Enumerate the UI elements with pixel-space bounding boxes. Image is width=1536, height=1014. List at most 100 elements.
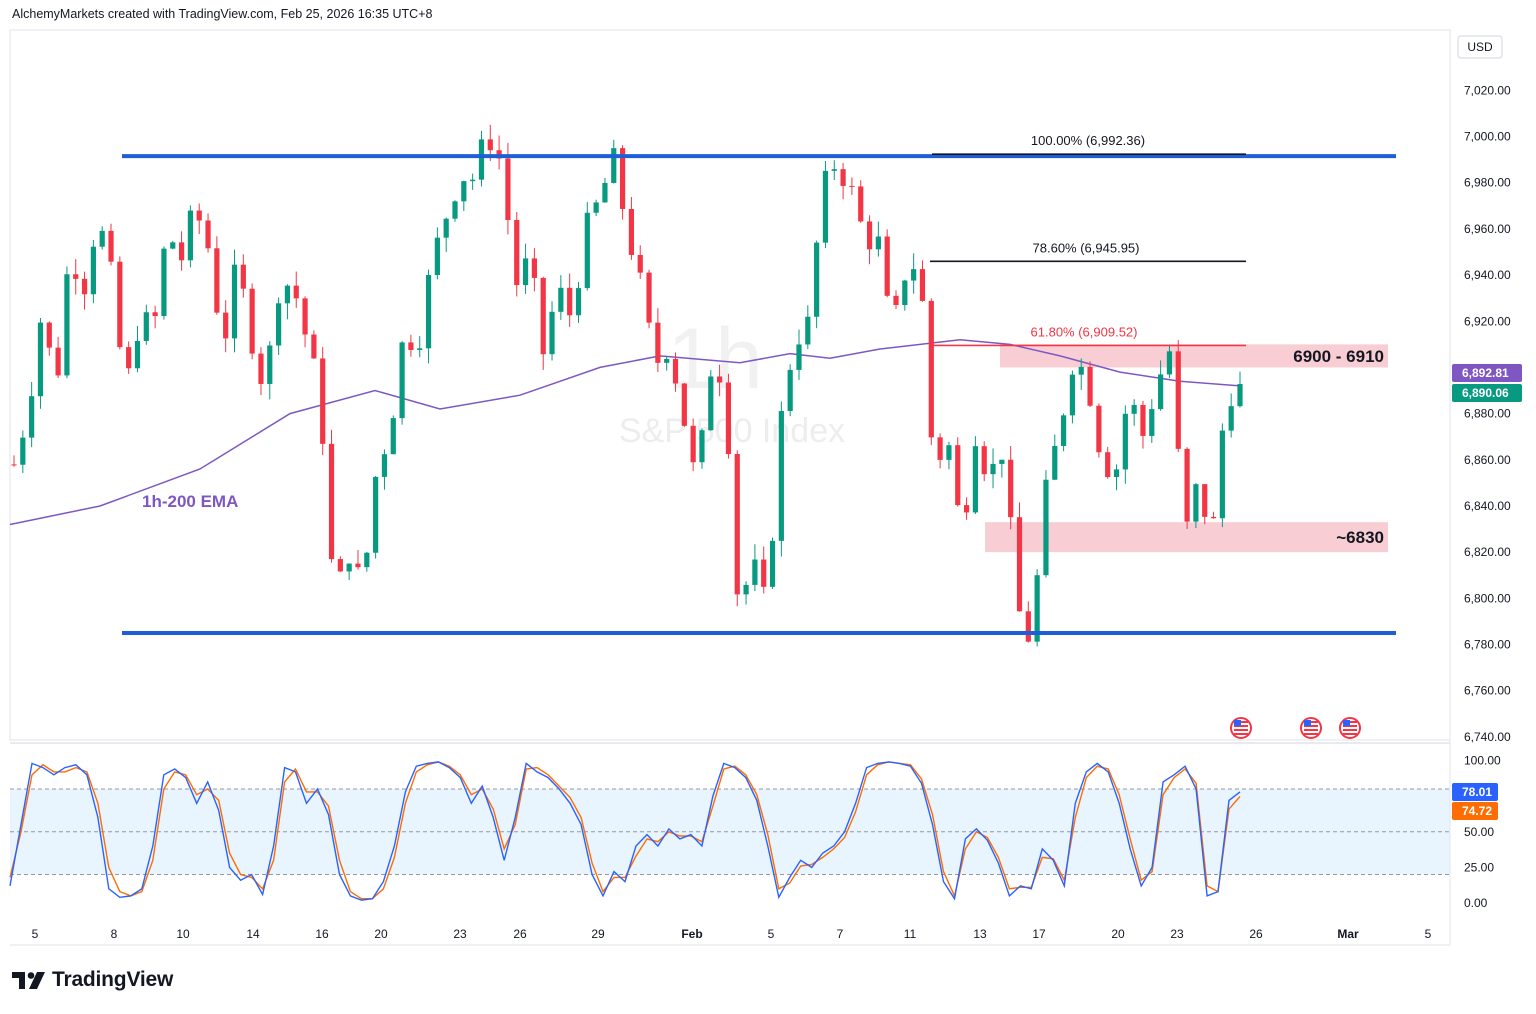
candle-body bbox=[214, 248, 220, 313]
candle-body bbox=[134, 340, 141, 369]
candle-body bbox=[1043, 479, 1049, 576]
candle bbox=[734, 450, 740, 607]
candle-body bbox=[664, 358, 670, 363]
candle-body bbox=[1113, 469, 1120, 478]
zone-label: ~6830 bbox=[1336, 528, 1384, 547]
candle-body bbox=[822, 170, 829, 243]
time-tick-label: 20 bbox=[374, 927, 388, 941]
price-tick-label: 6,860.00 bbox=[1464, 453, 1511, 467]
candle bbox=[1113, 464, 1120, 491]
candle bbox=[223, 300, 229, 353]
candle-body bbox=[814, 242, 820, 317]
candle bbox=[29, 381, 35, 448]
candle bbox=[249, 283, 255, 360]
tradingview-logo[interactable]: TradingView bbox=[12, 968, 173, 992]
candle bbox=[708, 370, 714, 431]
time-tick-label: 20 bbox=[1111, 927, 1125, 941]
last-price-badge bbox=[1452, 384, 1522, 402]
candle bbox=[1087, 361, 1093, 408]
candle bbox=[73, 259, 79, 295]
candle bbox=[1131, 399, 1137, 426]
fib-level-label: 61.80% (6,909.52) bbox=[1031, 324, 1138, 339]
price-tick-label: 6,780.00 bbox=[1464, 638, 1511, 652]
candle bbox=[602, 177, 608, 203]
candle-body bbox=[161, 248, 167, 317]
ema-200-line: 1h-200 EMA bbox=[9, 338, 1241, 526]
candle bbox=[514, 211, 520, 297]
candle-body bbox=[1105, 452, 1111, 478]
candle bbox=[1008, 446, 1014, 530]
candle-body bbox=[946, 445, 952, 460]
candle-body bbox=[672, 358, 679, 384]
time-tick-label: 23 bbox=[1170, 927, 1184, 941]
candle-body bbox=[584, 212, 590, 289]
flag-stripe bbox=[1343, 729, 1357, 731]
candle-body bbox=[284, 285, 291, 304]
time-tick-label: 14 bbox=[246, 927, 260, 941]
candle bbox=[337, 556, 343, 573]
flag-stripe bbox=[1343, 733, 1357, 735]
ema-label: 1h-200 EMA bbox=[142, 492, 238, 511]
candle-body bbox=[1034, 575, 1040, 642]
candle-body bbox=[549, 311, 555, 355]
candle-body bbox=[223, 312, 229, 339]
time-tick-label: 5 bbox=[1425, 927, 1432, 941]
economic-events bbox=[1230, 717, 1361, 739]
candle-body bbox=[1016, 517, 1023, 612]
candle-body bbox=[478, 139, 485, 180]
candle bbox=[284, 284, 291, 320]
candle bbox=[55, 336, 61, 378]
candle bbox=[276, 297, 282, 355]
candle bbox=[1237, 371, 1243, 408]
candle bbox=[196, 203, 202, 235]
time-tick-label: 5 bbox=[32, 927, 39, 941]
logo-text: TradingView bbox=[52, 968, 174, 991]
candle-body bbox=[840, 169, 846, 186]
candle-body bbox=[258, 353, 264, 384]
candle bbox=[1105, 446, 1111, 479]
candle-body bbox=[972, 446, 978, 513]
candle bbox=[611, 139, 617, 184]
candle bbox=[584, 202, 590, 291]
time-tick-label: 7 bbox=[837, 927, 844, 941]
time-tick-label: 26 bbox=[1249, 927, 1263, 941]
candle-body bbox=[1237, 384, 1243, 407]
candle bbox=[346, 563, 352, 581]
time-tick-label: 29 bbox=[591, 927, 605, 941]
candle-body bbox=[725, 382, 732, 455]
candle-body bbox=[743, 584, 749, 595]
price-tick-label: 6,800.00 bbox=[1464, 591, 1511, 605]
candle-body bbox=[690, 425, 696, 463]
candle-body bbox=[81, 278, 88, 295]
candle bbox=[884, 229, 890, 298]
candle-body bbox=[734, 454, 740, 595]
candle bbox=[902, 279, 908, 311]
candle bbox=[575, 282, 582, 323]
candle-body bbox=[769, 540, 776, 587]
us-event-flag-icon[interactable] bbox=[1230, 717, 1252, 739]
drawings: 100.00% (6,992.36) 78.60% (6,945.95) 61.80… bbox=[122, 133, 1396, 635]
candle-body bbox=[796, 344, 802, 370]
candle bbox=[267, 341, 273, 400]
candle-body bbox=[320, 358, 326, 444]
candle-body bbox=[875, 236, 881, 250]
candle-body bbox=[178, 242, 185, 261]
candle bbox=[955, 437, 961, 507]
candle bbox=[258, 347, 264, 396]
candle-body bbox=[1052, 445, 1058, 480]
candle bbox=[531, 248, 537, 292]
candle-body bbox=[514, 220, 520, 286]
candle bbox=[1096, 403, 1102, 458]
us-event-flag-icon[interactable] bbox=[1339, 717, 1361, 739]
candle bbox=[963, 497, 970, 520]
flag-stripe bbox=[1234, 733, 1248, 735]
candle-body bbox=[1202, 484, 1208, 517]
candle-body bbox=[425, 275, 432, 349]
candle-body bbox=[893, 295, 899, 306]
fib-level-label: 100.00% (6,992.36) bbox=[1031, 133, 1145, 148]
us-event-flag-icon[interactable] bbox=[1300, 717, 1322, 739]
candle-body bbox=[866, 221, 873, 250]
candle-body bbox=[1149, 409, 1155, 436]
price-tick-label: 6,820.00 bbox=[1464, 545, 1511, 559]
